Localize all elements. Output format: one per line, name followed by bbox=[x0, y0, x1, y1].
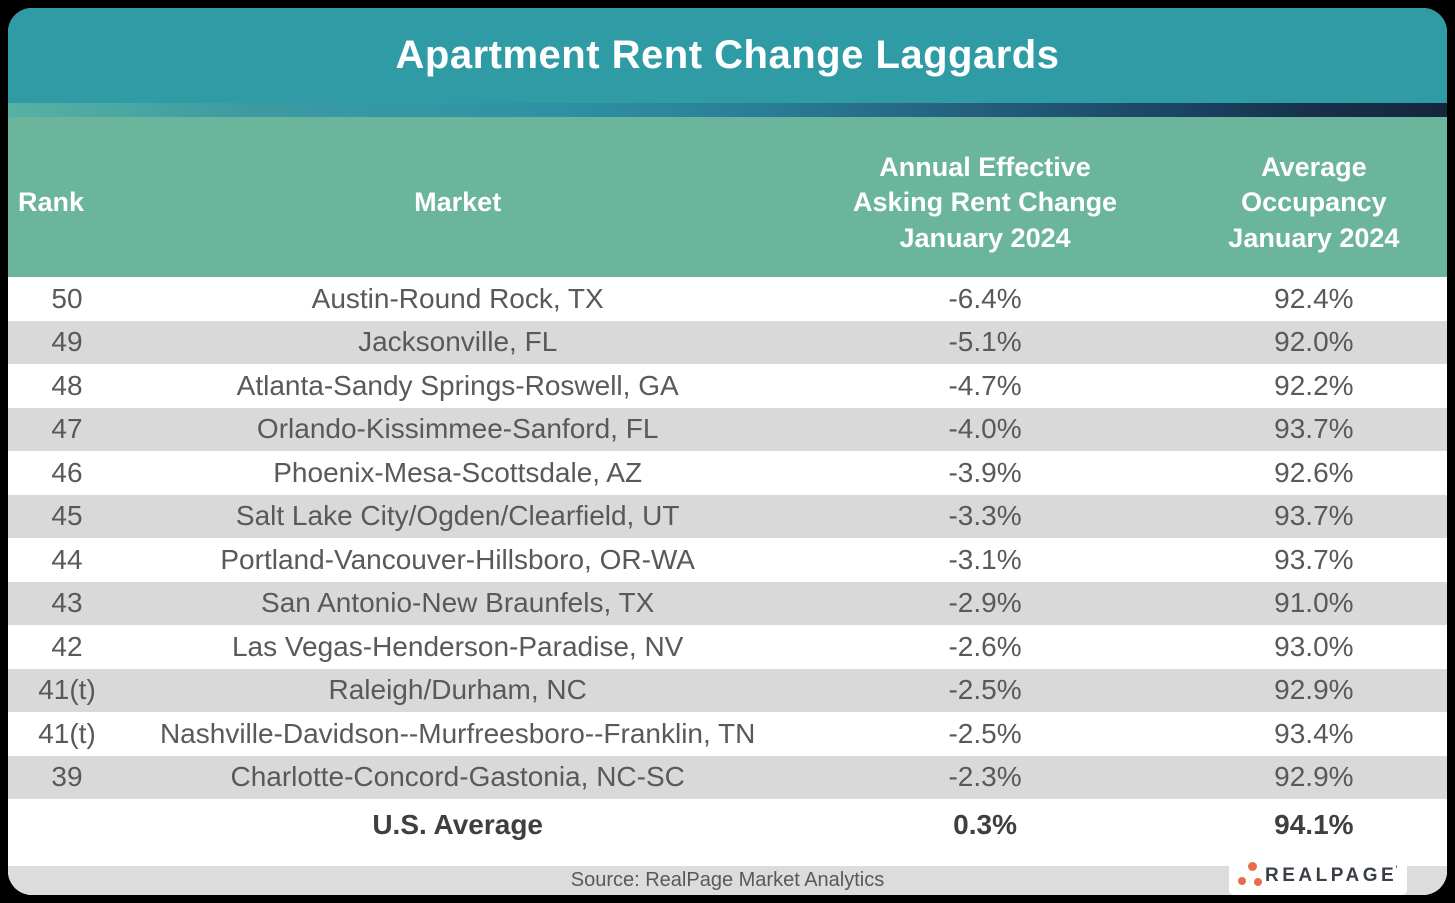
cell-occupancy: 92.9% bbox=[1274, 674, 1354, 706]
cell-rent-change: -2.3% bbox=[948, 761, 1022, 793]
cell-occupancy: 92.4% bbox=[1274, 282, 1354, 314]
cell-rent-change: -2.6% bbox=[948, 630, 1022, 662]
gradient-divider bbox=[8, 103, 1447, 117]
cell-rent-change: -3.9% bbox=[948, 456, 1022, 488]
table-row: 39 Charlotte-Concord-Gastonia, NC-SC -2.3%… bbox=[8, 755, 1447, 799]
table-row: 46 Phoenix-Mesa-Scottsdale, AZ -3.9% 92.6% bbox=[8, 451, 1447, 495]
cell-occupancy: 93.0% bbox=[1274, 630, 1354, 662]
cell-rent-change: -4.0% bbox=[948, 413, 1022, 445]
cell-rank: 50 bbox=[51, 282, 83, 314]
cell-occupancy: 92.9% bbox=[1274, 761, 1354, 793]
column-header-rank: Rank bbox=[18, 187, 85, 218]
cell-market: Atlanta-Sandy Springs-Roswell, GA bbox=[236, 369, 679, 401]
cell-rank: 48 bbox=[51, 369, 83, 401]
cell-rent-change: -6.4% bbox=[948, 282, 1022, 314]
cell-market: Las Vegas-Henderson-Paradise, NV bbox=[231, 630, 684, 662]
table-row: 48 Atlanta-Sandy Springs-Roswell, GA -4.7%… bbox=[8, 364, 1447, 408]
cell-rank: 41(t) bbox=[38, 717, 96, 749]
realpage-logo-text: REALPAGE bbox=[1265, 865, 1398, 886]
cell-rank: 45 bbox=[51, 500, 83, 532]
cell-market: Portland-Vancouver-Hillsboro, OR-WA bbox=[220, 543, 695, 575]
title-bar: Apartment Rent Change Laggards bbox=[8, 8, 1447, 103]
trademark-icon: ’ bbox=[1395, 864, 1398, 876]
rent-laggards-card: Apartment Rent Change Laggards Rank Mark… bbox=[8, 8, 1447, 895]
cell-rent-change: -3.1% bbox=[948, 543, 1022, 575]
summary-rent-change: 0.3% bbox=[953, 808, 1017, 840]
cell-market: Charlotte-Concord-Gastonia, NC-SC bbox=[230, 761, 685, 793]
cell-rent-change: -3.3% bbox=[948, 500, 1022, 532]
source-text: Source: RealPage Market Analytics bbox=[570, 869, 885, 891]
cell-rank: 49 bbox=[51, 326, 83, 358]
table-row: 42 Las Vegas-Henderson-Paradise, NV -2.6% 9… bbox=[8, 625, 1447, 669]
cell-market: Phoenix-Mesa-Scottsdale, AZ bbox=[273, 456, 643, 488]
table-row: 47 Orlando-Kissimmee-Sanford, FL -4.0% 93.7… bbox=[8, 407, 1447, 451]
cell-rent-change: -5.1% bbox=[948, 326, 1022, 358]
cell-rent-change: -2.5% bbox=[948, 717, 1022, 749]
cell-occupancy: 93.7% bbox=[1274, 500, 1354, 532]
cell-rank: 42 bbox=[51, 630, 83, 662]
table-body: 50 Austin-Round Rock, TX -6.4% 92.4% 49 Jacks… bbox=[8, 277, 1447, 799]
footer: Source: RealPage Market Analytics REALPA… bbox=[8, 850, 1447, 895]
cell-market: Salt Lake City/Ogden/Clearfield, UT bbox=[235, 500, 680, 532]
cell-market: Raleigh/Durham, NC bbox=[328, 674, 587, 706]
realpage-logo: REALPAGE ’ bbox=[1229, 857, 1407, 895]
column-header-occupancy: Average Occupancy January 2024 bbox=[1228, 151, 1400, 253]
cell-occupancy: 92.2% bbox=[1274, 369, 1354, 401]
cell-rank: 44 bbox=[51, 543, 83, 575]
cell-occupancy: 91.0% bbox=[1274, 587, 1354, 619]
cell-rank: 39 bbox=[51, 761, 83, 793]
cell-market: Orlando-Kissimmee-Sanford, FL bbox=[256, 413, 659, 445]
table-row: 43 San Antonio-New Braunfels, TX -2.9% 91.0… bbox=[8, 581, 1447, 625]
cell-rent-change: -2.9% bbox=[948, 587, 1022, 619]
cell-occupancy: 93.7% bbox=[1274, 543, 1354, 575]
cell-occupancy: 92.6% bbox=[1274, 456, 1354, 488]
cell-rent-change: -4.7% bbox=[948, 369, 1022, 401]
cell-occupancy: 93.7% bbox=[1274, 413, 1354, 445]
cell-occupancy: 92.0% bbox=[1274, 326, 1354, 358]
summary-occupancy: 94.1% bbox=[1274, 808, 1354, 840]
table-row: 49 Jacksonville, FL -5.1% 92.0% bbox=[8, 320, 1447, 364]
table-header-row: Rank Market Annual Effective Asking Rent… bbox=[8, 117, 1447, 277]
summary-label: U.S. Average bbox=[372, 808, 543, 840]
table-row: 41(t) Raleigh/Durham, NC -2.5% 92.9% bbox=[8, 668, 1447, 712]
cell-market: Austin-Round Rock, TX bbox=[311, 282, 604, 314]
page-title: Apartment Rent Change Laggards bbox=[395, 33, 1060, 77]
realpage-dots-icon bbox=[1229, 857, 1265, 895]
table-row: 41(t) Nashville-Davidson--Murfreesboro--F… bbox=[8, 712, 1447, 756]
cell-rank: 43 bbox=[51, 587, 83, 619]
cell-rank: 47 bbox=[51, 413, 83, 445]
cell-rank: 41(t) bbox=[38, 674, 96, 706]
summary-row: U.S. Average 0.3% 94.1% bbox=[8, 799, 1447, 850]
table-row: 50 Austin-Round Rock, TX -6.4% 92.4% bbox=[8, 277, 1447, 321]
table-row: 45 Salt Lake City/Ogden/Clearfield, UT -3.… bbox=[8, 494, 1447, 538]
source-bar: Source: RealPage Market Analytics bbox=[8, 866, 1447, 895]
cell-market: San Antonio-New Braunfels, TX bbox=[261, 587, 655, 619]
column-header-market: Market bbox=[414, 187, 502, 218]
column-header-rent-change: Annual Effective Asking Rent Change Janu… bbox=[853, 151, 1118, 253]
cell-rank: 46 bbox=[51, 456, 83, 488]
cell-market: Jacksonville, FL bbox=[358, 326, 558, 358]
cell-market: Nashville-Davidson--Murfreesboro--Frankl… bbox=[159, 717, 756, 749]
cell-occupancy: 93.4% bbox=[1274, 717, 1354, 749]
table-row: 44 Portland-Vancouver-Hillsboro, OR-WA -3.… bbox=[8, 538, 1447, 582]
cell-rent-change: -2.5% bbox=[948, 674, 1022, 706]
